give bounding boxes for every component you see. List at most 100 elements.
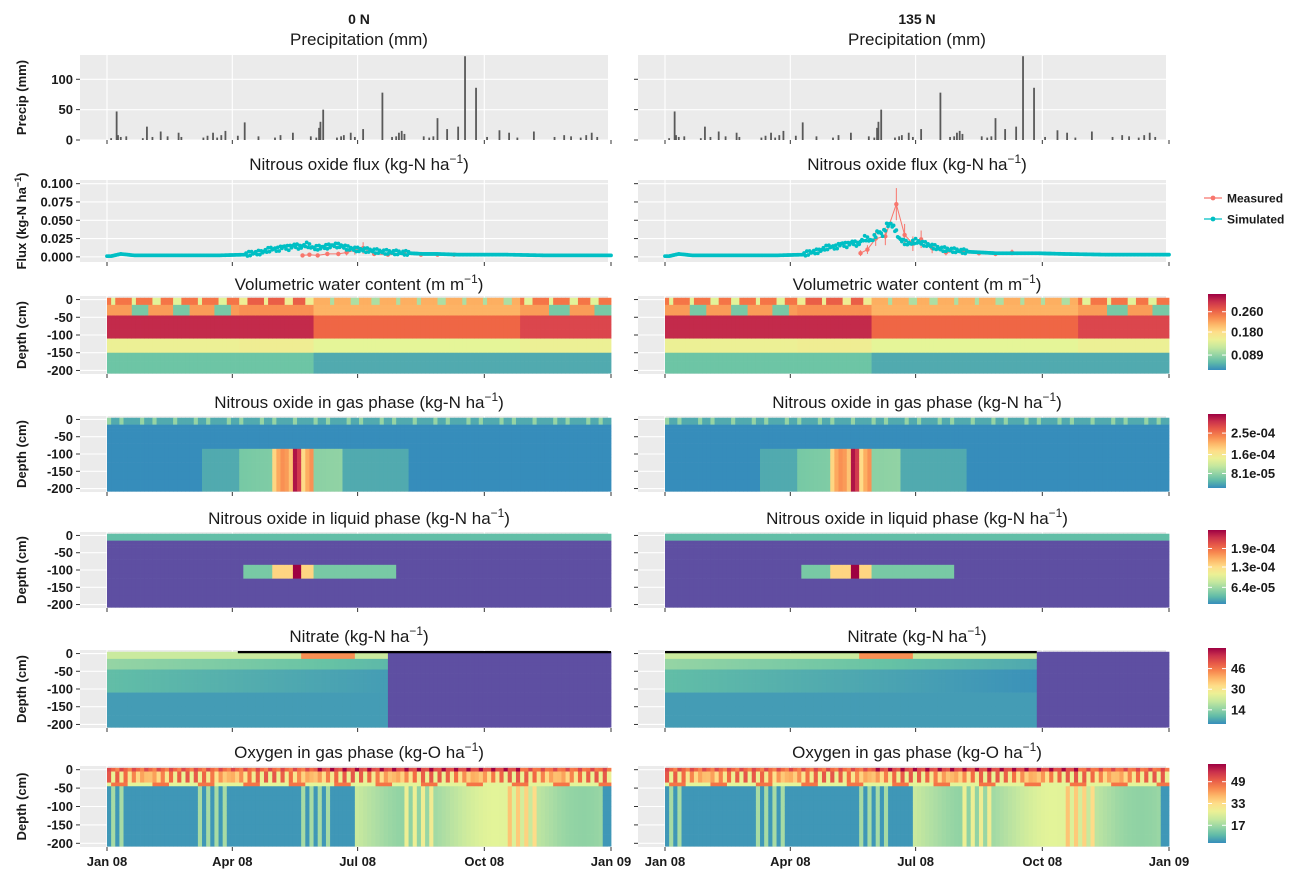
heatmap-cell bbox=[818, 298, 823, 302]
heatmap-cell bbox=[872, 330, 877, 336]
heatmap-cell bbox=[1024, 339, 1029, 345]
heatmap-cell bbox=[594, 316, 599, 320]
heatmap-cell bbox=[772, 305, 777, 309]
heatmap-cell bbox=[264, 362, 269, 374]
heatmap-cell bbox=[165, 339, 170, 345]
heatmap-cell bbox=[190, 353, 195, 362]
heatmap-cell bbox=[429, 339, 434, 345]
heatmap-cell bbox=[173, 362, 178, 374]
heatmap-cell bbox=[330, 362, 335, 374]
heatmap-cell bbox=[190, 444, 195, 449]
heatmap-cell bbox=[777, 324, 782, 330]
heatmap-cell bbox=[396, 308, 401, 312]
heatmap-cell bbox=[1086, 301, 1091, 305]
heatmap-cell bbox=[590, 319, 595, 325]
heatmap-cell bbox=[243, 339, 248, 345]
heatmap-cell bbox=[1115, 362, 1120, 374]
heatmap-cell bbox=[847, 344, 852, 353]
heatmap-cell bbox=[483, 301, 488, 305]
heatmap-cell bbox=[847, 305, 852, 309]
heatmap-cell bbox=[706, 308, 711, 312]
heatmap-cell bbox=[219, 421, 224, 425]
heatmap-cell bbox=[173, 463, 178, 472]
heatmap-cell bbox=[169, 471, 174, 480]
heatmap-cell bbox=[227, 428, 232, 432]
heatmap-cell bbox=[297, 319, 302, 325]
heatmap-cell bbox=[950, 298, 955, 302]
simulated-point bbox=[835, 247, 839, 251]
heatmap-cell bbox=[520, 308, 525, 312]
heatmap-cell bbox=[962, 330, 967, 336]
heatmap-cell bbox=[140, 339, 145, 345]
heatmap-cell bbox=[549, 324, 554, 330]
heatmap-cell bbox=[962, 339, 967, 345]
heatmap-cell bbox=[425, 301, 430, 305]
heatmap-cell bbox=[338, 335, 343, 339]
heatmap-cell bbox=[363, 344, 368, 353]
precip-bar bbox=[382, 93, 384, 140]
heatmap-cell bbox=[367, 344, 372, 353]
heatmap-cell bbox=[1140, 316, 1145, 320]
heatmap-cell bbox=[677, 301, 682, 305]
heatmap-cell bbox=[719, 330, 724, 336]
heatmap-cell bbox=[400, 312, 405, 316]
heatmap-cell bbox=[194, 330, 199, 336]
heatmap-cell bbox=[132, 435, 137, 439]
heatmap-cell bbox=[863, 312, 868, 316]
heatmap-cell bbox=[417, 324, 422, 330]
heatmap-cell bbox=[124, 457, 129, 462]
heatmap-cell bbox=[917, 319, 922, 325]
heatmap-cell bbox=[363, 335, 368, 339]
heatmap-cell bbox=[194, 335, 199, 339]
heatmap-cell bbox=[557, 301, 562, 305]
heatmap-cell bbox=[1119, 316, 1124, 320]
heatmap-cell bbox=[1049, 339, 1054, 345]
heatmap-cell bbox=[347, 308, 352, 312]
heatmap-cell bbox=[491, 353, 496, 362]
heatmap-cell bbox=[471, 324, 476, 330]
heatmap-cell bbox=[1161, 319, 1166, 325]
heatmap-cell bbox=[748, 362, 753, 374]
heatmap-cell bbox=[437, 324, 442, 330]
heatmap-cell bbox=[983, 319, 988, 325]
heatmap-cell bbox=[231, 301, 236, 305]
heatmap-cell bbox=[115, 438, 120, 443]
heatmap-cell bbox=[276, 339, 281, 345]
heatmap-cell bbox=[727, 316, 732, 320]
heatmap-cell bbox=[512, 335, 517, 339]
precip-bar bbox=[816, 136, 818, 140]
heatmap-cell bbox=[760, 324, 765, 330]
heatmap-cell bbox=[975, 324, 980, 330]
heatmap-cell bbox=[590, 339, 595, 345]
legend-key-point bbox=[1211, 196, 1216, 201]
heatmap-cell bbox=[190, 308, 195, 312]
heatmap-cell bbox=[136, 362, 141, 374]
heatmap-cell bbox=[739, 308, 744, 312]
heatmap-cell bbox=[719, 362, 724, 374]
heatmap-cell bbox=[1111, 298, 1116, 302]
heatmap-cell bbox=[442, 308, 447, 312]
heatmap-cell bbox=[967, 324, 972, 330]
heatmap-cell bbox=[743, 301, 748, 305]
heatmap-cell bbox=[272, 301, 277, 305]
heatmap-cell bbox=[900, 298, 905, 302]
heatmap-cell bbox=[128, 316, 133, 320]
heatmap-cell bbox=[582, 298, 587, 302]
heatmap-cell bbox=[905, 319, 910, 325]
precip-bar bbox=[533, 132, 535, 141]
heatmap-cell bbox=[582, 339, 587, 345]
heatmap-cell bbox=[161, 353, 166, 362]
heatmap-cell bbox=[867, 305, 872, 309]
heatmap-cell bbox=[665, 330, 670, 336]
heatmap-cell bbox=[206, 312, 211, 316]
heatmap-cell bbox=[421, 353, 426, 362]
precip-bar bbox=[1149, 133, 1151, 140]
heatmap-cell bbox=[938, 298, 943, 302]
precip-bar bbox=[795, 136, 797, 140]
heatmap-cell bbox=[603, 316, 608, 320]
heatmap-cell bbox=[603, 308, 608, 312]
heatmap-cell bbox=[739, 339, 744, 345]
heatmap-cell bbox=[1004, 298, 1009, 302]
heatmap-cell bbox=[1136, 353, 1141, 362]
heatmap-cell bbox=[190, 335, 195, 339]
